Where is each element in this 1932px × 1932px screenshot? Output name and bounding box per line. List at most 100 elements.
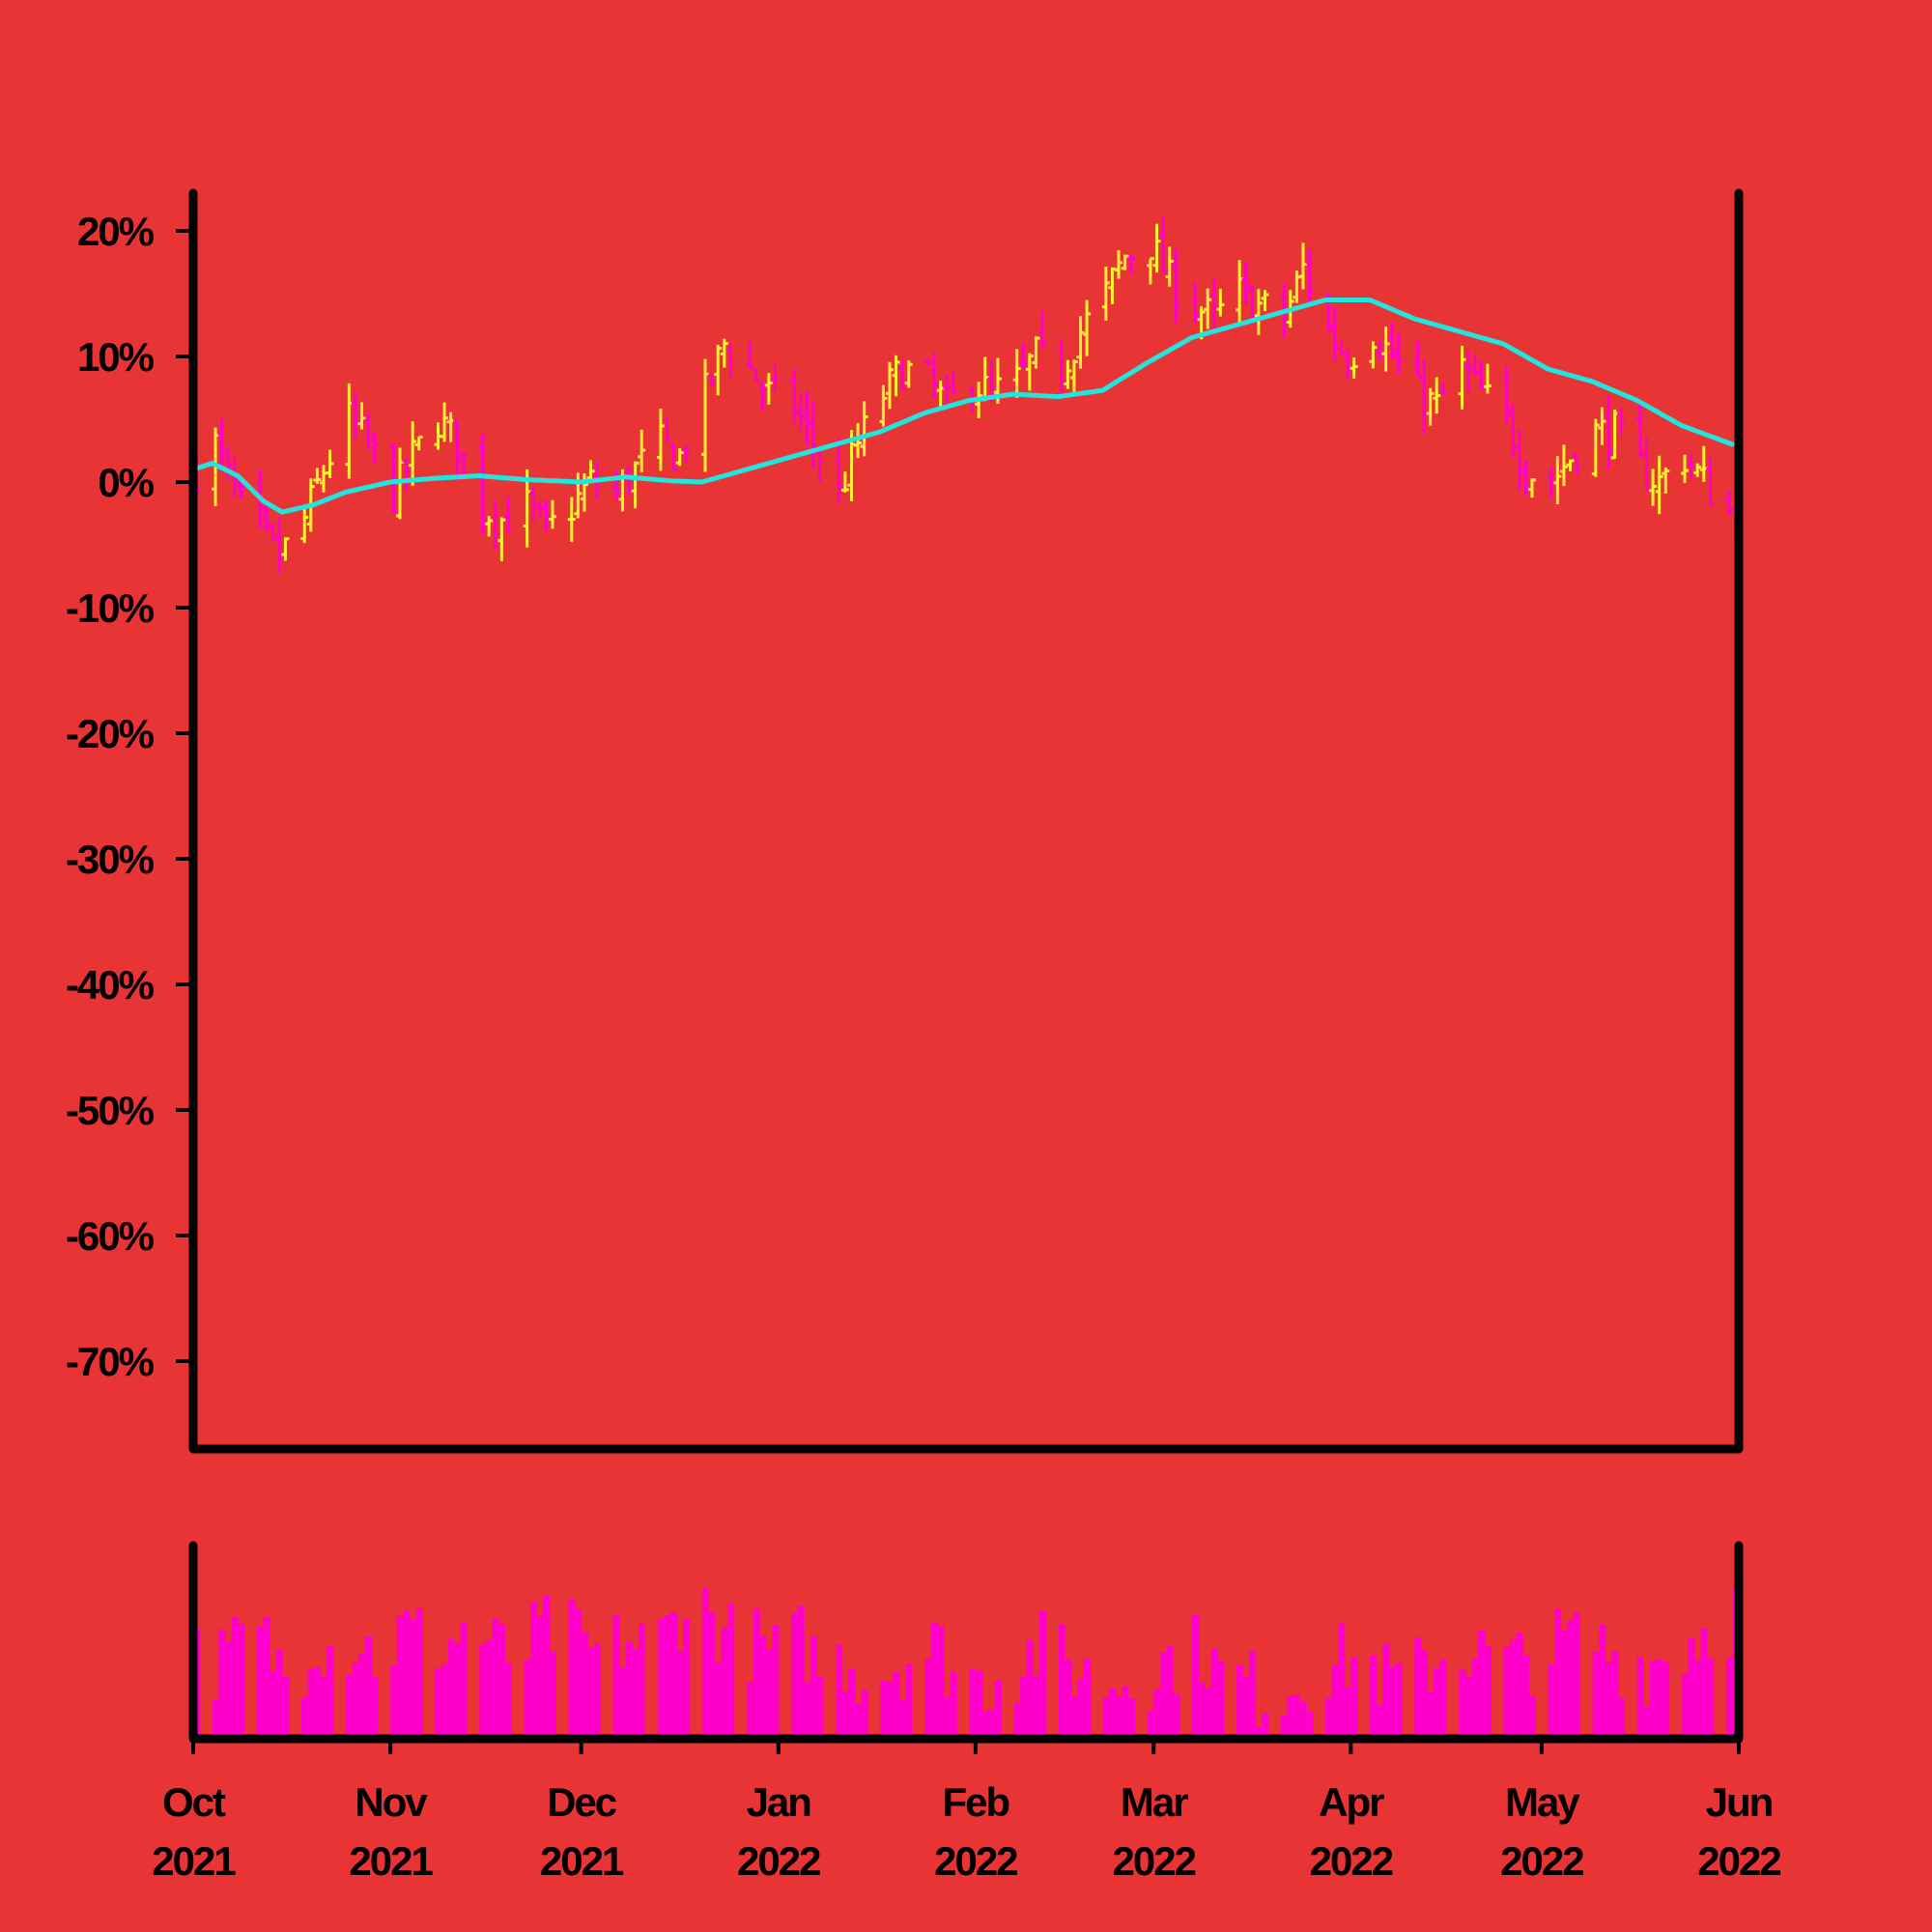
ohlc-bar	[682, 444, 691, 464]
volume-bar	[415, 1607, 423, 1739]
volume-bar	[536, 1615, 544, 1739]
ohlc-bar	[1706, 457, 1715, 506]
volume-bar	[1338, 1623, 1346, 1739]
ohlc-bar	[1012, 349, 1021, 398]
ohlc-bar	[1146, 257, 1154, 285]
volume-bar	[1350, 1658, 1358, 1739]
ohlc-bar	[1528, 478, 1537, 498]
volume-bar	[479, 1644, 487, 1739]
volume-bar	[759, 1635, 767, 1739]
x-tick-year: 2022	[1113, 1838, 1196, 1884]
volume-bar	[1611, 1651, 1619, 1739]
volume-bar	[1065, 1659, 1072, 1739]
y-tick: 20%	[77, 209, 193, 254]
volume-bar	[270, 1671, 277, 1739]
y-tick: -60%	[66, 1213, 193, 1259]
ohlc-bar	[1433, 377, 1441, 414]
volume-bar	[1325, 1697, 1333, 1739]
ohlc-bar	[949, 371, 957, 395]
volume-bar	[212, 1699, 219, 1739]
volume-bar	[886, 1681, 894, 1739]
volume-bar	[224, 1641, 233, 1739]
volume-bar	[1560, 1630, 1568, 1739]
volume-bar	[1255, 1726, 1263, 1739]
volume-bar	[1382, 1643, 1390, 1739]
volume-bar	[1217, 1661, 1225, 1739]
ohlc-bar	[1693, 463, 1702, 477]
volume-bar	[485, 1639, 494, 1739]
volume-bar	[632, 1648, 639, 1739]
x-tick-year: 2022	[1310, 1838, 1393, 1884]
volume-bar	[682, 1619, 691, 1739]
volume-bar	[1592, 1651, 1600, 1739]
volume-bar	[1388, 1666, 1397, 1739]
y-axis-ticks: 20% 10% 0% -10% -20% -30% -40% -50% -60% -70%	[66, 209, 193, 1384]
volume-bar	[1605, 1662, 1612, 1739]
volume-bar	[238, 1624, 245, 1739]
volume-bar	[371, 1676, 379, 1739]
volume-bar	[988, 1709, 996, 1739]
volume-bars	[193, 1587, 1740, 1739]
volume-bar	[231, 1616, 239, 1739]
ohlc-bar	[414, 435, 423, 451]
ohlc-bar	[809, 401, 817, 469]
ohlc-bar	[1305, 249, 1314, 306]
ohlc-bar	[803, 391, 811, 445]
ohlc-bar	[478, 435, 487, 535]
ohlc-bar	[707, 374, 716, 387]
ohlc-bar	[1172, 248, 1180, 324]
ohlc-bar	[1477, 360, 1486, 391]
ohlc-bar	[1191, 282, 1200, 324]
volume-bar	[1236, 1664, 1244, 1739]
volume-bar	[1427, 1690, 1435, 1739]
ohlc-bar	[485, 516, 494, 537]
volume-bar	[708, 1611, 716, 1739]
volume-bar	[1033, 1675, 1040, 1739]
volume-bar	[263, 1617, 270, 1739]
volume-bar	[1395, 1662, 1403, 1739]
ohlc-bar	[389, 442, 398, 514]
volume-bar	[1420, 1650, 1428, 1739]
volume-bar	[619, 1666, 627, 1739]
volume-bar	[581, 1632, 588, 1739]
ohlc-bar	[1515, 429, 1523, 491]
ohlc-bar	[1617, 408, 1626, 434]
ohlc-bar	[1330, 306, 1339, 361]
ohlc-bar	[217, 418, 226, 466]
ohlc-bar	[892, 355, 900, 397]
price-axes-frame	[188, 188, 1744, 1454]
ohlc-bar	[860, 401, 868, 457]
volume-axes-frame	[188, 1541, 1744, 1744]
ohlc-bar	[1375, 342, 1383, 360]
volume-bar	[492, 1617, 499, 1739]
volume-bar	[969, 1668, 977, 1739]
volume-bar	[390, 1665, 398, 1739]
ohlc-bar	[409, 421, 417, 486]
ohlc-bar	[1025, 353, 1034, 391]
ohlc-bar	[1699, 445, 1708, 482]
volume-bar	[804, 1682, 811, 1739]
ohlc-bar	[503, 497, 512, 533]
volume-bar	[1191, 1614, 1199, 1739]
volume-bar	[1210, 1648, 1218, 1739]
ohlc-bar	[453, 419, 462, 481]
y-tick: 0%	[98, 460, 193, 505]
volume-bar	[543, 1596, 551, 1739]
ohlc-bar	[885, 361, 894, 410]
volume-bar	[1459, 1669, 1466, 1739]
x-tick-year: 2022	[934, 1838, 1017, 1884]
volume-bar	[1617, 1697, 1626, 1739]
ohlc-bar	[835, 437, 843, 504]
volume-bar	[327, 1645, 334, 1739]
ohlc-bar	[567, 497, 576, 542]
x-tick-month: Feb	[943, 1779, 1009, 1825]
ohlc-bar	[1344, 348, 1352, 380]
x-tick-month: Mar	[1121, 1779, 1188, 1825]
volume-bar	[898, 1699, 907, 1739]
volume-bar	[549, 1651, 556, 1739]
volume-bar	[797, 1605, 805, 1739]
y-tick-label: 20%	[77, 209, 155, 254]
ohlc-bar	[549, 499, 557, 529]
ohlc-bar	[1642, 437, 1651, 492]
volume-bar	[1376, 1704, 1383, 1739]
